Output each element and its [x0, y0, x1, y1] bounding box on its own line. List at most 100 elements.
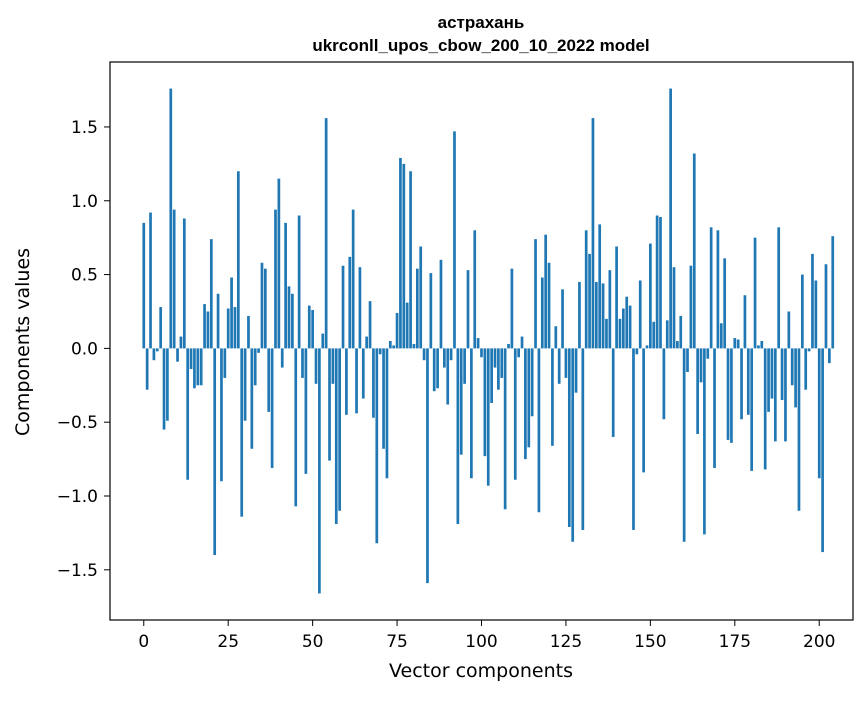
bar-36: [264, 268, 267, 349]
bar-116: [534, 239, 537, 349]
bar-87: [436, 348, 439, 389]
bar-43: [287, 286, 291, 349]
bar-198: [811, 253, 814, 349]
bar-181: [753, 237, 757, 349]
bar-68: [372, 348, 375, 418]
bar-78: [405, 302, 409, 349]
bar-193: [794, 348, 797, 408]
bar-103: [490, 348, 493, 403]
bar-107: [503, 348, 507, 510]
bar-64: [358, 267, 362, 349]
bar-20: [209, 239, 213, 349]
bar-157: [672, 267, 676, 349]
bar-22: [216, 293, 220, 349]
bar-138: [608, 270, 612, 349]
bar-91: [449, 348, 453, 361]
y-tick-label-4: 0.5: [71, 266, 98, 286]
bar-23: [220, 348, 223, 482]
bar-170: [716, 230, 720, 349]
bar-185: [767, 348, 770, 412]
bar-31: [247, 315, 250, 349]
bar-35: [260, 262, 264, 349]
bar-199: [814, 280, 818, 349]
bar-108: [507, 343, 510, 349]
bar-59: [341, 265, 345, 349]
x-tick-label-7: 175: [719, 632, 751, 652]
bar-197: [807, 348, 811, 352]
bar-100: [480, 348, 483, 358]
bar-113: [524, 348, 527, 460]
bar-89: [443, 348, 446, 368]
bar-117: [537, 348, 541, 513]
bar-159: [679, 315, 683, 349]
bar-17: [199, 348, 203, 386]
bar-191: [787, 311, 791, 349]
bar-2: [149, 212, 152, 349]
bar-202: [824, 264, 828, 349]
x-tick-label-6: 150: [634, 632, 666, 652]
x-axis-label: Vector components: [389, 660, 573, 682]
bar-21: [213, 348, 217, 556]
bar-150: [649, 243, 652, 349]
bar-58: [338, 348, 341, 511]
bar-148: [642, 348, 645, 473]
bar-131: [584, 230, 588, 349]
bar-125: [564, 348, 568, 378]
bar-83: [422, 348, 426, 361]
bar-53: [321, 333, 325, 349]
bar-12: [182, 218, 186, 349]
bar-49: [307, 305, 311, 349]
bar-115: [530, 348, 534, 417]
bar-62: [351, 209, 355, 349]
x-tick-label-8: 200: [803, 632, 835, 652]
bar-192: [790, 348, 794, 386]
bar-163: [692, 153, 696, 349]
bar-32: [250, 348, 254, 449]
bar-19: [206, 311, 210, 349]
bar-203: [828, 348, 831, 364]
bar-61: [348, 256, 352, 349]
x-tick-label-2: 50: [302, 632, 324, 652]
bar-201: [821, 348, 824, 553]
bar-151: [652, 321, 656, 349]
bar-127: [571, 348, 575, 542]
bar-101: [483, 348, 487, 457]
bar-174: [730, 348, 733, 443]
bar-155: [665, 320, 669, 349]
bar-129: [578, 281, 581, 349]
bar-85: [429, 273, 433, 349]
bar-56: [331, 348, 335, 384]
bar-135: [598, 224, 602, 349]
bar-141: [618, 318, 622, 349]
bar-69: [375, 348, 379, 544]
y-tick-label-2: −0.5: [57, 413, 98, 433]
bar-66: [365, 336, 369, 349]
bar-176: [736, 339, 740, 349]
bar-179: [746, 348, 750, 415]
bar-130: [581, 348, 585, 530]
bar-33: [253, 348, 257, 386]
bar-11: [179, 336, 183, 349]
bar-6: [162, 348, 166, 430]
bar-172: [723, 258, 727, 349]
x-tick-label-3: 75: [386, 632, 408, 652]
bar-112: [520, 336, 524, 349]
bar-45: [294, 348, 298, 507]
y-tick-label-6: 1.5: [71, 118, 98, 138]
y-axis-ticks: −1.5 −1.0 −0.5 0.0 0.5 1.0 1.5: [57, 118, 110, 581]
bar-48: [304, 348, 308, 474]
bar-189: [780, 348, 784, 401]
bar-158: [676, 341, 679, 349]
bar-196: [804, 348, 808, 390]
bar-34: [257, 348, 260, 353]
x-tick-label-1: 25: [217, 632, 239, 652]
bar-182: [757, 345, 760, 349]
bar-16: [196, 348, 200, 386]
bar-70: [378, 348, 382, 355]
bar-series: [142, 88, 835, 594]
bar-55: [328, 348, 331, 461]
bar-42: [284, 222, 287, 349]
bar-153: [659, 217, 662, 349]
bar-137: [605, 318, 608, 349]
